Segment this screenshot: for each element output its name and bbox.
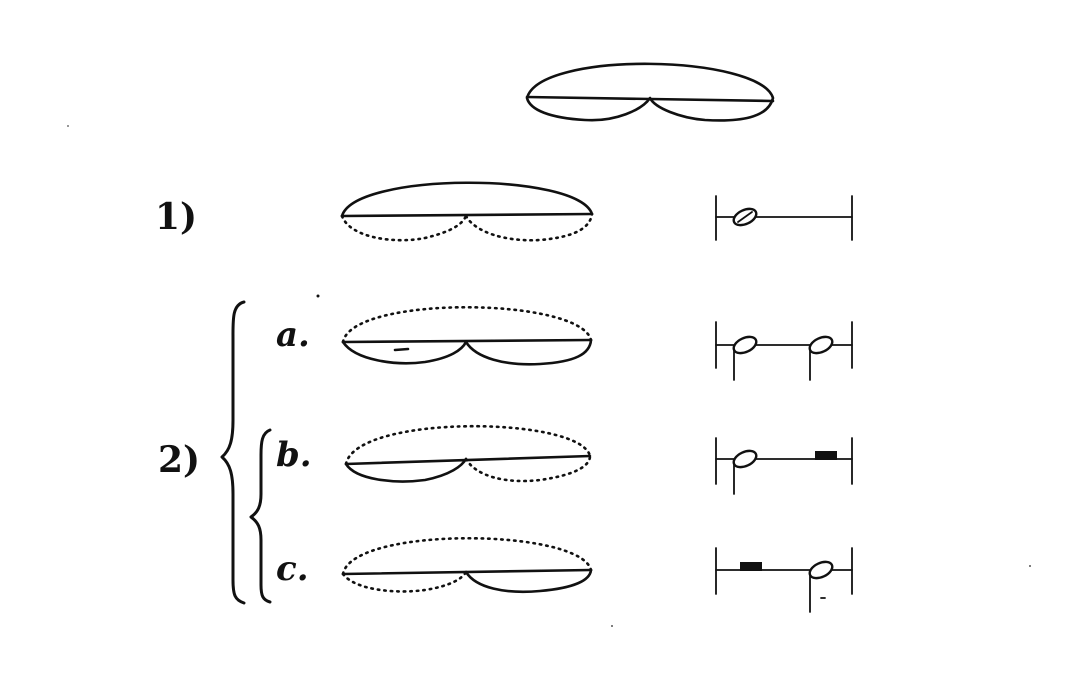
shape-row-c [341, 536, 593, 594]
label-a: a. [276, 315, 310, 355]
speck [67, 125, 69, 127]
notation-row-1 [715, 195, 853, 241]
label-b: b. [276, 435, 312, 475]
notation-row-a [715, 321, 853, 381]
speck [316, 294, 320, 298]
brace-small [249, 428, 272, 604]
notation-row-c [715, 547, 853, 613]
shape-row-b [344, 424, 592, 483]
brace-large [220, 300, 246, 605]
speck [1029, 565, 1031, 567]
reference-shape [525, 62, 775, 122]
label-c: c. [276, 549, 309, 589]
shape-row-a [341, 305, 593, 366]
label-case-1: 1) [155, 196, 197, 238]
notation-row-b [715, 437, 853, 495]
speck [611, 625, 613, 627]
shape-row-1 [340, 181, 594, 242]
label-case-2: 2) [158, 439, 200, 481]
